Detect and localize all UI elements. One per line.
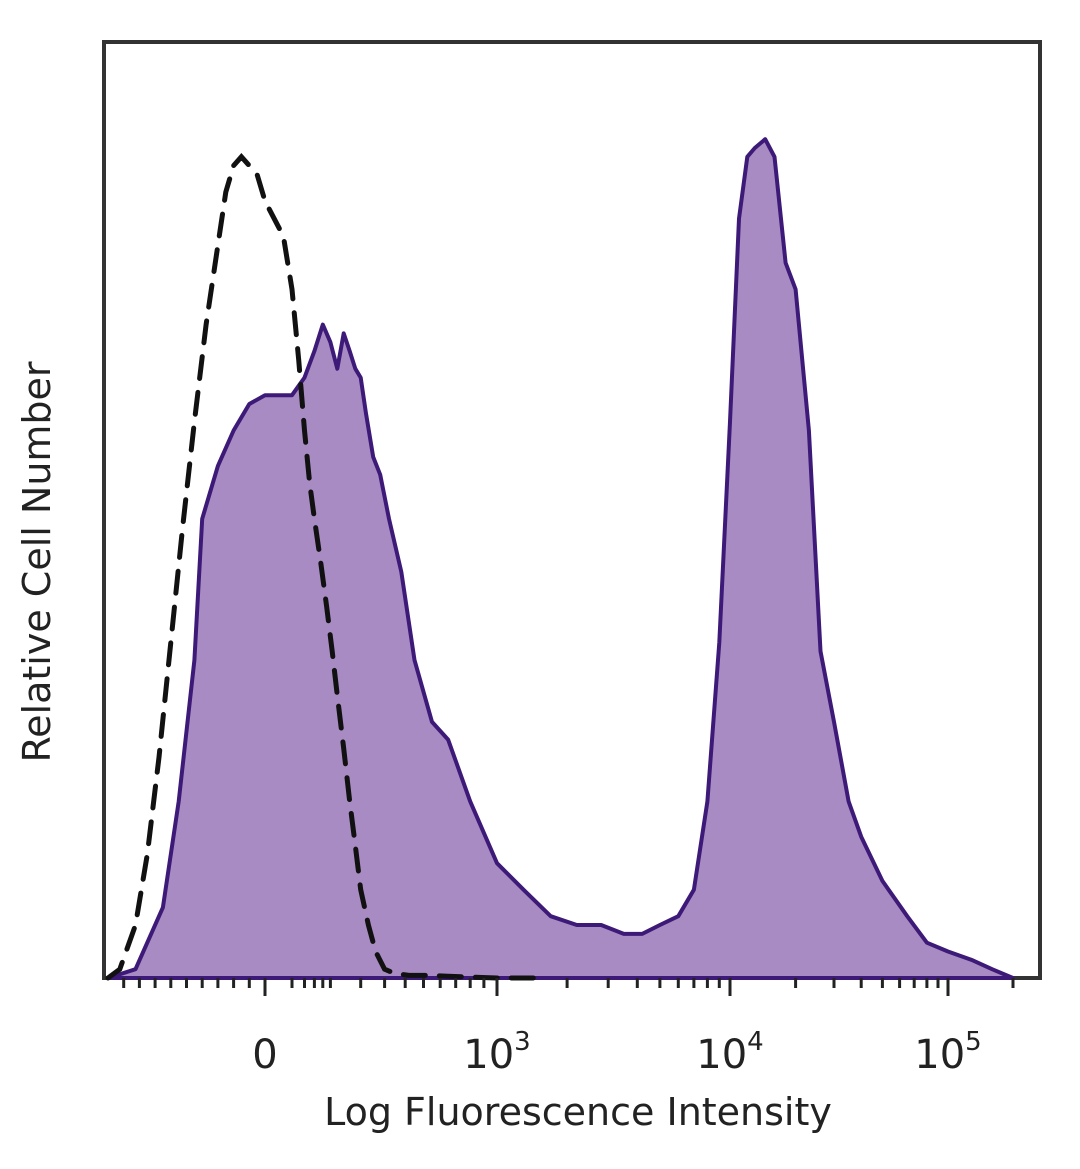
x-tick-label: 104 [696,1027,763,1078]
x-tick-label: 103 [463,1027,530,1078]
series-layer [105,137,1015,981]
x-ticks [122,978,1015,996]
series-filled-histogram [106,137,1015,980]
x-tick-labels: 0 103 104 105 [252,1027,981,1078]
x-tick-label: 105 [914,1027,981,1078]
x-axis-title: Log Fluorescence Intensity [324,1090,832,1134]
y-axis-title: Relative Cell Number [15,361,59,762]
x-tick-label: 0 [252,1032,277,1078]
series-dashed-control [105,153,541,981]
